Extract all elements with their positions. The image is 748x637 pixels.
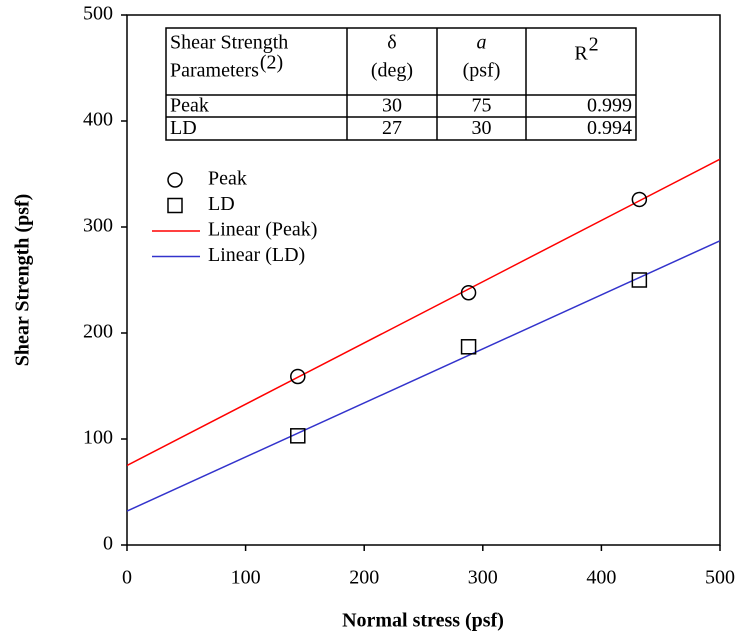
legend-label: Linear (LD) bbox=[208, 244, 305, 266]
legend-marker bbox=[167, 172, 183, 188]
table-header: Shear Strength bbox=[170, 32, 288, 54]
table-header-unit: Parameters bbox=[170, 60, 259, 82]
y-tick-label: 300 bbox=[83, 215, 113, 237]
table-cell: 0.994 bbox=[587, 117, 632, 139]
x-tick-label: 500 bbox=[705, 567, 735, 589]
table-cell: Peak bbox=[170, 95, 209, 117]
legend-entry: Linear (LD) bbox=[152, 244, 305, 266]
legend-entry: Peak bbox=[167, 168, 247, 190]
y-tick-label: 400 bbox=[83, 109, 113, 131]
y-tick-label: 100 bbox=[83, 427, 113, 449]
table-header: δ bbox=[387, 32, 396, 54]
point bbox=[460, 284, 477, 301]
legend-label: Linear (Peak) bbox=[208, 219, 317, 241]
point bbox=[290, 368, 306, 385]
x-tick-label: 400 bbox=[586, 567, 616, 589]
x-axis-label: Normal stress (psf) bbox=[342, 610, 504, 632]
y-axis-label: Shear Strength (psf) bbox=[12, 194, 34, 367]
legend-marker bbox=[167, 197, 183, 214]
table-header: R bbox=[574, 43, 588, 65]
legend-entry: Linear (Peak) bbox=[152, 219, 317, 241]
table-header-sup: (2) bbox=[260, 52, 283, 74]
trend-line bbox=[127, 158, 720, 467]
table-header-unit: (psf) bbox=[463, 60, 501, 82]
point bbox=[631, 272, 648, 288]
table-cell: 0.999 bbox=[587, 95, 632, 117]
legend-label: Peak bbox=[208, 168, 247, 190]
y-tick-label: 0 bbox=[103, 533, 113, 555]
x-tick-label: 0 bbox=[122, 567, 132, 589]
y-tick-label: 200 bbox=[83, 321, 113, 343]
legend-label: LD bbox=[208, 193, 235, 215]
x-tick-label: 300 bbox=[468, 567, 498, 589]
table-cell: 75 bbox=[472, 95, 492, 117]
trend-line bbox=[127, 240, 720, 512]
table-cell: 30 bbox=[382, 95, 402, 117]
table-header: a bbox=[477, 32, 487, 54]
point bbox=[631, 191, 648, 208]
x-tick-label: 200 bbox=[349, 567, 379, 589]
table-header-unit: (deg) bbox=[371, 60, 413, 82]
parameter-table: Shear Strength Parameters (2) δ (deg) a (psf) R… bbox=[165, 27, 637, 141]
legend-entry: LD bbox=[167, 193, 235, 215]
point bbox=[290, 428, 306, 444]
table-bg bbox=[165, 27, 637, 141]
table-header-sup: 2 bbox=[589, 34, 599, 56]
x-tick-label: 100 bbox=[231, 567, 261, 589]
table-cell: 30 bbox=[472, 117, 492, 139]
y-tick-label: 500 bbox=[83, 3, 113, 25]
table-cell: 27 bbox=[382, 117, 402, 139]
point bbox=[460, 339, 477, 355]
table-cell: LD bbox=[170, 117, 197, 139]
plot-frame bbox=[126, 14, 721, 546]
